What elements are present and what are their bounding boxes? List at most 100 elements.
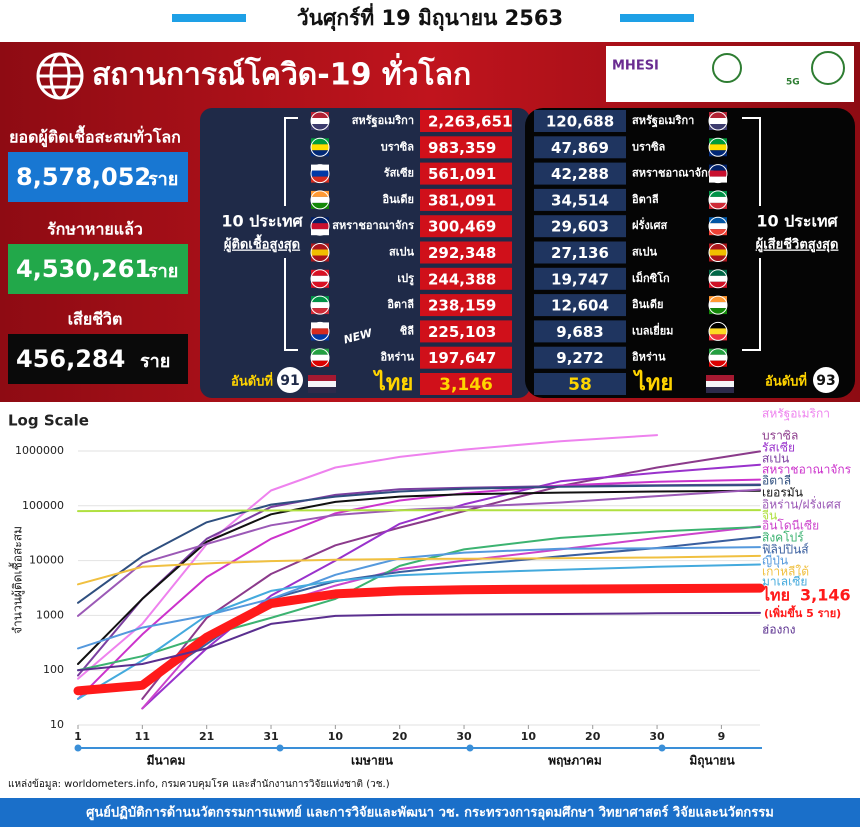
flag-stripe [308,375,336,381]
value: 2,263,651 [428,113,512,131]
flag-stripe [709,328,727,335]
stat-unit: ราย [148,261,178,282]
month-label: พฤษภาคม [548,754,602,768]
flag-stripe [311,144,329,151]
flag-stripe [308,381,336,387]
series-line [77,563,761,700]
logo-text: MHESI [612,59,659,74]
value: 244,388 [428,270,496,288]
y-tick-label: 100000 [22,499,64,512]
value: 9,272 [556,349,603,367]
value: 300,469 [428,218,496,236]
annotation: (เพิ่มขึ้น 5 ราย) [764,605,841,620]
flag-stripe [709,190,727,197]
series-label: ไทย [760,586,790,605]
country: สหรัฐอเมริกา [632,114,694,128]
value: 47,869 [551,139,609,157]
value-box [534,320,626,343]
series-line [77,488,761,617]
footer: ศูนย์ปฏิบัติการด้านนวัตกรรมการแพทย์ และก… [86,805,774,821]
y-tick-label: 10 [50,718,64,731]
value-box [420,346,512,369]
flag-stripe [709,302,727,309]
logo [712,53,742,83]
flag-stripe [311,296,329,303]
stat-label: เสียชีวิต [68,310,123,329]
flag [310,111,330,131]
main-title: สถานการณ์โควิด-19 ทั่วโลก [92,53,471,93]
flag-stripe [311,217,329,224]
series-line [77,434,659,680]
series-line [77,484,761,604]
month-label: มิถุนายน [689,754,735,769]
series-label: อินโดนีเซีย [762,519,819,533]
flag [310,137,330,157]
flag-stripe [311,308,329,315]
series-label: มาเลเซีย [762,575,807,589]
flag [310,164,330,184]
rank: 93 [816,373,835,389]
flag-stripe [311,360,329,367]
flag-stripe [709,255,727,262]
series-label: สหราชอาณาจักร [762,463,852,477]
flag [708,137,728,157]
value-box [420,294,512,317]
stat-label: ยอดผู้ติดเชื้อสะสมทั่วโลก [9,125,181,149]
flag-stripe [709,243,727,250]
country: อิตาลี [632,193,659,206]
value: 9,683 [556,323,603,341]
flag-stripe [709,334,727,341]
value: 29,603 [551,218,609,236]
flag-rim [310,111,330,131]
country: อินเดีย [382,193,414,206]
flag-stripe [311,334,329,341]
flag-stripe [709,281,727,288]
flag-rim [708,348,728,368]
y-tick-label: 100 [43,663,64,676]
rank-circle [277,367,303,393]
month-label: เมษายน [351,754,394,768]
thailand-country: ไทย [373,369,413,396]
date: วันศุกร์ที่ 19 มิถุนายน 2563 [297,2,563,32]
value-box [534,373,626,395]
flag-rim [310,321,330,341]
country: สหรัฐอเมริกา [352,114,414,128]
flag-stripe [709,275,727,282]
flag-rim [708,164,728,184]
flag-stripe [311,348,329,355]
flag-rim [310,243,330,262]
flag-rim [708,111,728,131]
flag [310,269,330,289]
value-box [534,136,626,159]
flag-stripe [706,375,734,381]
flag-stripe [709,196,727,203]
value-box [534,346,626,369]
series-label: อิหร่าน/ฝรั่งเศส [762,496,842,512]
country: สหราชอาณาจักร [332,219,414,232]
axis-dot [658,744,666,752]
flag-stripe [709,118,727,124]
flag-rim [708,295,728,315]
flag [310,295,330,315]
series-label: อิตาลี [762,474,791,488]
flag [708,269,728,289]
series-line [77,483,761,677]
country: บราซิล [381,140,415,153]
value-box [420,110,512,132]
flag-stripe [709,348,727,355]
series-line [77,546,761,650]
thailand-value: 3,146 [439,375,493,395]
flag-stripe [311,118,329,124]
flag-stripe [311,275,329,282]
flag-stripe [311,164,329,171]
flag [708,295,728,315]
country: รัสเซีย [384,167,414,180]
flag-stripe [709,296,727,303]
flag-stripe [311,138,329,145]
y-tick-label: 1000000 [15,444,64,457]
flag-stripe [308,387,336,393]
stat-unit: ราย [148,169,178,190]
bracket [742,117,761,351]
series-label: ฟิลิปปินส์ [762,543,809,557]
